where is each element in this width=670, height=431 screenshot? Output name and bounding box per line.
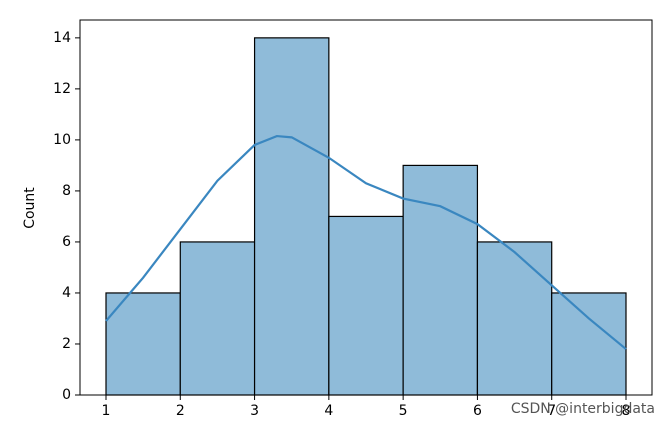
y-tick-label: 0 bbox=[62, 387, 71, 403]
y-axis-label: Count bbox=[22, 187, 38, 229]
x-tick-label: 7 bbox=[547, 403, 556, 419]
y-tick-label: 14 bbox=[53, 30, 71, 46]
bar bbox=[179, 241, 256, 396]
watermark: CSDN @interbigdata bbox=[511, 401, 655, 417]
x-tick-label: 6 bbox=[473, 403, 482, 419]
kde-line bbox=[105, 134, 627, 350]
x-tick-label: 5 bbox=[399, 403, 408, 419]
bar bbox=[551, 292, 627, 396]
y-tick-label: 8 bbox=[62, 183, 71, 199]
y-tick-label: 12 bbox=[53, 81, 71, 97]
x-tick-label: 3 bbox=[250, 403, 259, 419]
y-tick-label: 10 bbox=[53, 132, 71, 148]
x-tick-label: 8 bbox=[622, 403, 631, 419]
bar bbox=[253, 37, 330, 396]
axes-frame bbox=[79, 19, 653, 396]
x-tick-label: 1 bbox=[102, 403, 111, 419]
bar bbox=[476, 241, 553, 396]
x-tick-label: 2 bbox=[176, 403, 185, 419]
y-tick-label: 4 bbox=[62, 285, 71, 301]
y-tick-label: 6 bbox=[62, 234, 71, 250]
bar bbox=[105, 292, 181, 396]
x-tick-label: 4 bbox=[324, 403, 333, 419]
bar bbox=[402, 164, 479, 396]
y-tick-label: 2 bbox=[62, 336, 71, 352]
bar bbox=[328, 215, 404, 396]
